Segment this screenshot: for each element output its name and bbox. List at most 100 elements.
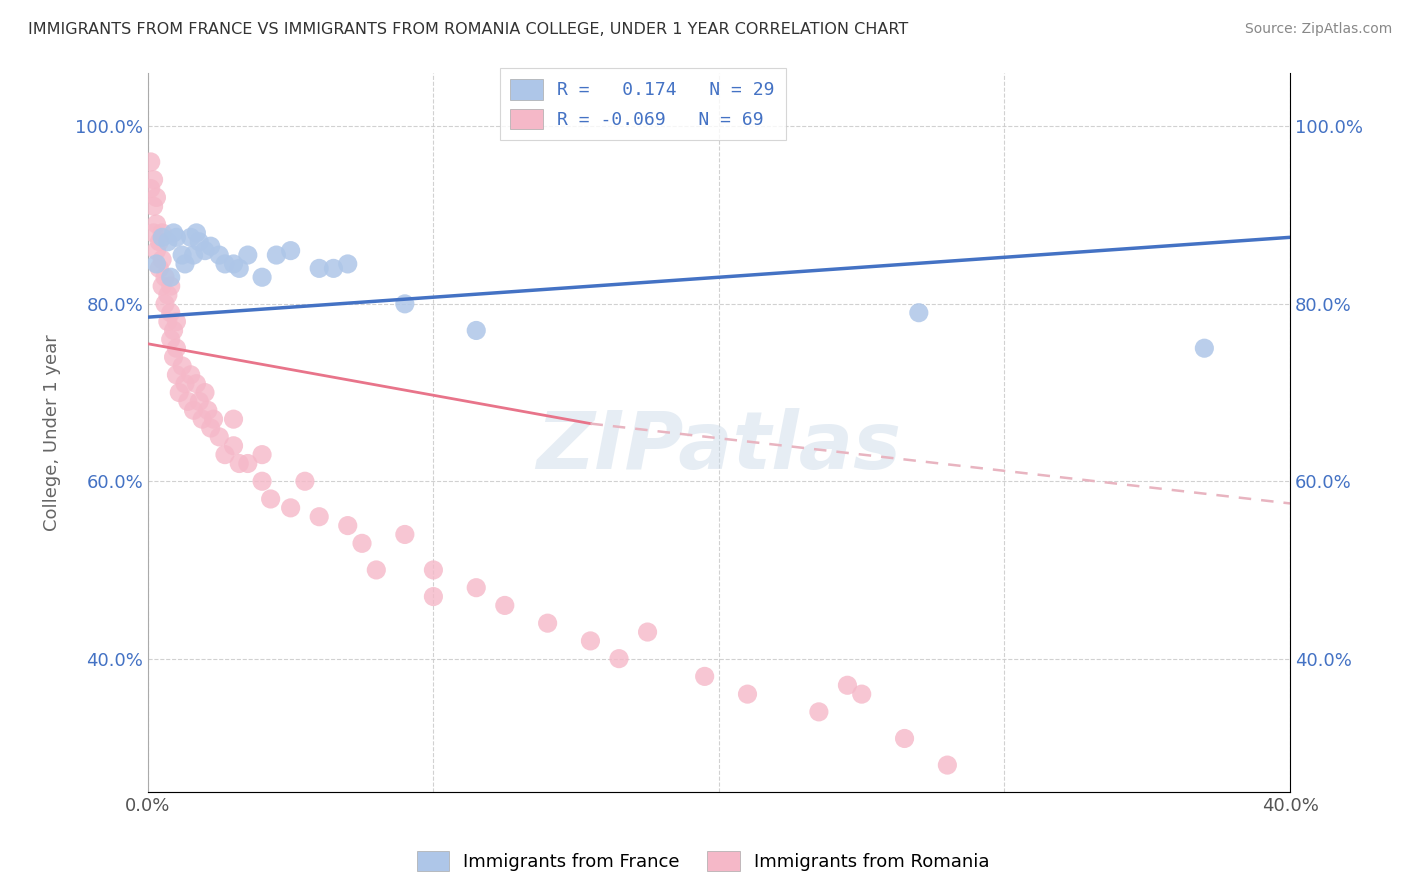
Point	[188, 235, 211, 249]
Point	[536, 616, 558, 631]
Point	[145, 257, 167, 271]
Point	[183, 403, 205, 417]
Point	[159, 306, 181, 320]
Point	[222, 439, 245, 453]
Point	[159, 279, 181, 293]
Point	[139, 155, 162, 169]
Point	[186, 226, 208, 240]
Point	[174, 257, 197, 271]
Point	[893, 731, 915, 746]
Point	[200, 421, 222, 435]
Point	[250, 270, 273, 285]
Point	[266, 248, 288, 262]
Point	[200, 239, 222, 253]
Point	[159, 332, 181, 346]
Point	[851, 687, 873, 701]
Point	[236, 457, 259, 471]
Point	[907, 306, 929, 320]
Point	[162, 226, 184, 240]
Point	[165, 368, 187, 382]
Point	[159, 270, 181, 285]
Point	[837, 678, 859, 692]
Y-axis label: College, Under 1 year: College, Under 1 year	[44, 334, 60, 531]
Point	[394, 297, 416, 311]
Point	[165, 341, 187, 355]
Point	[336, 257, 359, 271]
Point	[172, 359, 194, 373]
Point	[280, 244, 302, 258]
Point	[153, 297, 176, 311]
Point	[693, 669, 716, 683]
Point	[236, 248, 259, 262]
Point	[156, 235, 179, 249]
Point	[150, 226, 173, 240]
Point	[142, 172, 165, 186]
Point	[165, 230, 187, 244]
Point	[222, 257, 245, 271]
Point	[165, 315, 187, 329]
Point	[145, 190, 167, 204]
Point	[145, 217, 167, 231]
Point	[180, 368, 202, 382]
Point	[194, 385, 217, 400]
Legend: Immigrants from France, Immigrants from Romania: Immigrants from France, Immigrants from …	[409, 844, 997, 879]
Point	[294, 475, 316, 489]
Point	[607, 651, 630, 665]
Point	[1194, 341, 1216, 355]
Point	[936, 758, 959, 772]
Point	[150, 230, 173, 244]
Point	[202, 412, 225, 426]
Point	[162, 323, 184, 337]
Point	[156, 288, 179, 302]
Point	[366, 563, 388, 577]
Text: IMMIGRANTS FROM FRANCE VS IMMIGRANTS FROM ROMANIA COLLEGE, UNDER 1 YEAR CORRELAT: IMMIGRANTS FROM FRANCE VS IMMIGRANTS FRO…	[28, 22, 908, 37]
Point	[186, 376, 208, 391]
Point	[177, 394, 200, 409]
Point	[494, 599, 516, 613]
Point	[153, 270, 176, 285]
Point	[350, 536, 373, 550]
Point	[148, 261, 170, 276]
Point	[259, 491, 281, 506]
Point	[222, 412, 245, 426]
Point	[228, 261, 250, 276]
Point	[637, 625, 659, 640]
Point	[228, 457, 250, 471]
Point	[737, 687, 759, 701]
Point	[579, 634, 602, 648]
Point	[422, 563, 444, 577]
Point	[214, 257, 236, 271]
Point	[465, 581, 488, 595]
Point	[422, 590, 444, 604]
Point	[150, 252, 173, 267]
Point	[142, 226, 165, 240]
Point	[208, 430, 231, 444]
Text: ZIPatlas: ZIPatlas	[537, 408, 901, 486]
Point	[174, 376, 197, 391]
Point	[280, 500, 302, 515]
Point	[308, 261, 330, 276]
Point	[807, 705, 830, 719]
Point	[142, 199, 165, 213]
Point	[308, 509, 330, 524]
Point	[208, 248, 231, 262]
Point	[188, 394, 211, 409]
Point	[145, 244, 167, 258]
Point	[194, 244, 217, 258]
Point	[180, 230, 202, 244]
Point	[322, 261, 344, 276]
Point	[336, 518, 359, 533]
Point	[183, 248, 205, 262]
Point	[162, 350, 184, 364]
Point	[172, 248, 194, 262]
Point	[148, 235, 170, 249]
Point	[156, 315, 179, 329]
Point	[214, 448, 236, 462]
Point	[139, 181, 162, 195]
Text: Source: ZipAtlas.com: Source: ZipAtlas.com	[1244, 22, 1392, 37]
Point	[394, 527, 416, 541]
Point	[169, 385, 191, 400]
Point	[465, 323, 488, 337]
Point	[150, 279, 173, 293]
Point	[191, 412, 214, 426]
